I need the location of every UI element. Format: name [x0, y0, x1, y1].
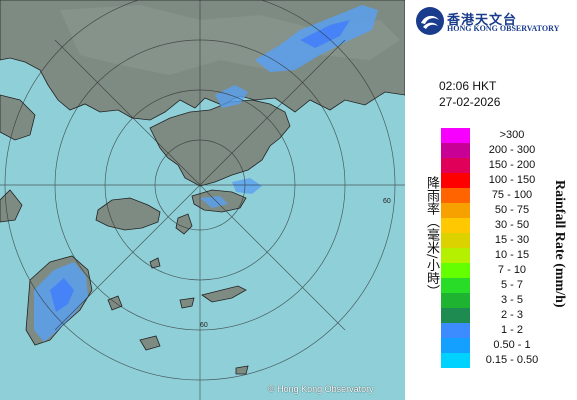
- legend-swatch: [441, 263, 470, 278]
- legend-swatch: [441, 233, 470, 248]
- mainland-land: [60, 5, 400, 75]
- copyright-text: © Hong Kong Observatory: [268, 384, 374, 394]
- legend-label: 7 - 10: [497, 264, 527, 276]
- legend-row: 150 - 200: [441, 158, 577, 173]
- legend-swatch: [441, 128, 470, 143]
- range-rings: [0, 0, 405, 400]
- rain-echo: [215, 85, 248, 108]
- rain-echo: [232, 178, 262, 194]
- hko-logo-icon: [416, 7, 444, 35]
- legend-row: 30 - 50: [441, 218, 577, 233]
- legend-swatch: [441, 218, 470, 233]
- org-name-en: HONG KONG OBSERVATORY: [447, 24, 560, 33]
- legend-label: 1 - 2: [500, 324, 523, 336]
- legend-swatch: [441, 353, 470, 368]
- legend-swatch: [441, 173, 470, 188]
- legend-swatch: [441, 143, 470, 158]
- legend-row: >300: [441, 128, 577, 143]
- southwest-island: [139, 335, 161, 351]
- legend-row: 75 - 100: [441, 188, 577, 203]
- legend-swatch: [441, 203, 470, 218]
- legend-swatch: [441, 248, 470, 263]
- legend-row: 1 - 2: [441, 323, 577, 338]
- legend-row: 15 - 30: [441, 233, 577, 248]
- legend-swatch: [441, 323, 470, 338]
- lantau-island: [95, 197, 161, 231]
- legend-title-cn: 降雨率（毫米/小時）: [424, 176, 439, 298]
- legend-label: 2 - 3: [500, 309, 523, 321]
- legend-title-en: Rainfall Rate (mm/h): [552, 180, 567, 308]
- legend-row: 0.15 - 0.50: [441, 353, 577, 368]
- legend-label: 0.50 - 1: [493, 339, 531, 351]
- legend-swatch: [441, 293, 470, 308]
- radar-map: 60 60 © Hong Kong Observatory: [0, 0, 405, 400]
- legend-row: 10 - 15: [441, 248, 577, 263]
- western-land: [0, 94, 36, 141]
- legend-row: 2 - 3: [441, 308, 577, 323]
- legend-row: 0.50 - 1: [441, 338, 577, 353]
- hko-logo: 香港天文台 HONG KONG OBSERVATORY: [415, 6, 575, 36]
- legend-label: 75 - 100: [491, 189, 533, 201]
- org-name-cn: 香港天文台: [447, 13, 518, 28]
- legend-swatch: [441, 338, 470, 353]
- rain-echo: [50, 278, 74, 312]
- legend-row: 100 - 150: [441, 173, 577, 188]
- legend-row: 5 - 7: [441, 278, 577, 293]
- legend-row: 50 - 75: [441, 203, 577, 218]
- legend-label: 5 - 7: [500, 279, 523, 291]
- legend-label: 100 - 150: [488, 174, 536, 186]
- legend-row: 3 - 5: [441, 293, 577, 308]
- legend-swatch: [441, 278, 470, 293]
- legend-row: 200 - 300: [441, 143, 577, 158]
- legend-row: 7 - 10: [441, 263, 577, 278]
- range-ring-label: 60: [383, 198, 391, 205]
- legend-label: 10 - 15: [494, 249, 530, 261]
- radar-map-svg: 60 60: [0, 0, 405, 400]
- legend-swatch: [441, 158, 470, 173]
- legend-swatch: [441, 188, 470, 203]
- legend-label: 200 - 300: [488, 144, 536, 156]
- hong-kong-land: [149, 99, 291, 187]
- legend-label: 3 - 5: [500, 294, 523, 306]
- small-island: [179, 297, 195, 309]
- legend-label: 0.15 - 0.50: [485, 354, 539, 366]
- legend-label: 15 - 30: [494, 234, 530, 246]
- legend-swatch: [441, 308, 470, 323]
- small-island: [201, 285, 247, 303]
- legend-label: 50 - 75: [494, 204, 530, 216]
- legend-label: 150 - 200: [488, 159, 536, 171]
- rain-echo: [300, 20, 350, 48]
- range-ring-label: 60: [200, 322, 208, 329]
- legend-label: 30 - 50: [494, 219, 530, 231]
- small-island: [175, 213, 193, 235]
- legend-label: >300: [499, 129, 525, 141]
- radar-time: 02:06 HKT: [439, 79, 497, 93]
- small-island: [235, 365, 249, 375]
- radar-date: 27-02-2026: [439, 95, 501, 109]
- small-island: [149, 257, 161, 269]
- rain-echo: [200, 196, 228, 208]
- legend-panel: 香港天文台 HONG KONG OBSERVATORY 02:06 HKT 27…: [405, 0, 577, 400]
